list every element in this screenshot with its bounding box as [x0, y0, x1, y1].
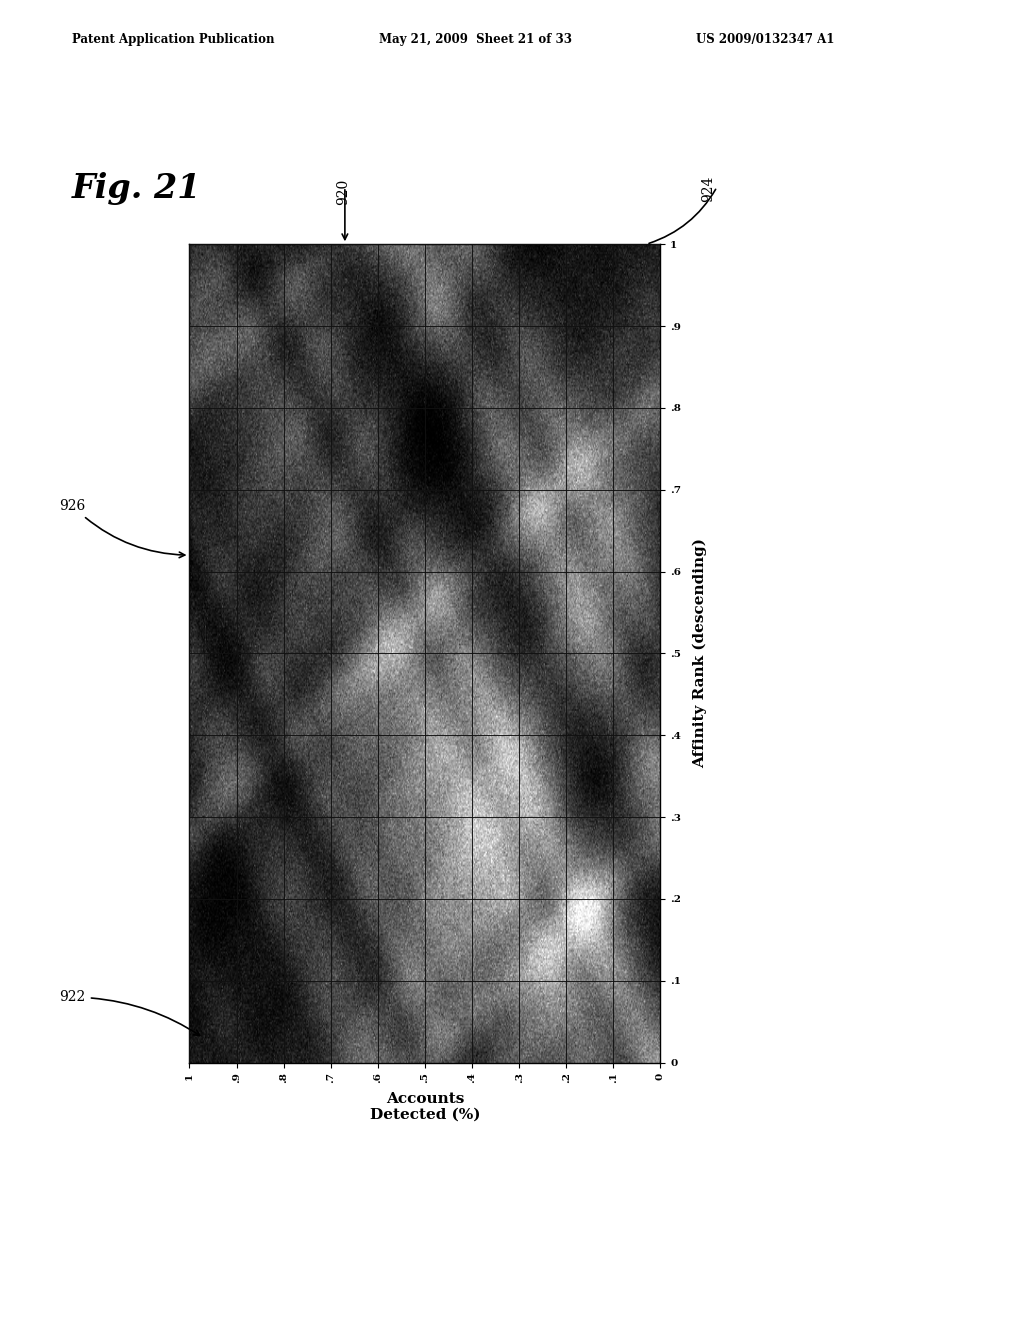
Text: Patent Application Publication: Patent Application Publication [72, 33, 274, 46]
Text: 922: 922 [59, 990, 200, 1035]
X-axis label: Accounts
Detected (%): Accounts Detected (%) [370, 1092, 480, 1122]
Text: US 2009/0132347 A1: US 2009/0132347 A1 [696, 33, 835, 46]
Text: May 21, 2009  Sheet 21 of 33: May 21, 2009 Sheet 21 of 33 [379, 33, 571, 46]
Text: 920: 920 [336, 178, 350, 205]
Text: 926: 926 [59, 499, 184, 557]
Text: Fig. 21: Fig. 21 [72, 172, 201, 205]
Text: 924: 924 [701, 176, 716, 202]
Y-axis label: Affinity Rank (descending): Affinity Rank (descending) [692, 539, 707, 768]
